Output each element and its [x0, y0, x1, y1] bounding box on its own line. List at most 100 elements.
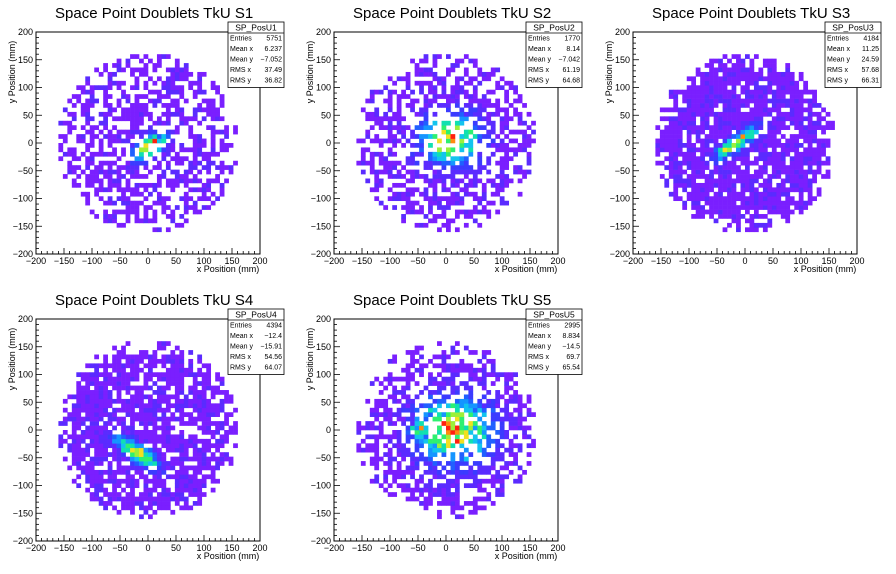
x-tick-label: −150 [352, 543, 372, 553]
histogram-bin [130, 447, 135, 453]
histogram-bin [789, 178, 795, 184]
histogram-bin [392, 443, 398, 449]
histogram-bin [513, 381, 518, 386]
histogram-bin [107, 421, 113, 426]
histogram-bin [771, 151, 777, 157]
histogram-bin [116, 196, 122, 202]
histogram-bin [387, 438, 393, 444]
histogram-bin [152, 218, 158, 224]
histogram-bin [80, 421, 86, 426]
histogram-bin [441, 80, 447, 86]
histogram-bin [753, 187, 759, 193]
histogram-bin [112, 178, 117, 184]
histogram-bin [481, 447, 487, 453]
histogram-bin [722, 196, 728, 202]
histogram-bin [486, 496, 492, 502]
histogram-bin [374, 447, 380, 453]
histogram-bin [103, 376, 108, 382]
histogram-bin [771, 134, 777, 139]
histogram-bin [89, 421, 95, 426]
histogram-bin [446, 469, 451, 475]
x-tick-label: 100 [494, 256, 509, 266]
histogram-bin [468, 474, 474, 480]
histogram-bin [405, 452, 411, 457]
histogram-bin [387, 412, 393, 417]
histogram-bin [481, 469, 487, 475]
histogram-bin [76, 474, 82, 480]
histogram-bin [731, 103, 737, 108]
histogram-bin [179, 465, 185, 471]
histogram-bin [700, 129, 705, 135]
histogram-bin [183, 438, 189, 444]
histogram-bins [58, 341, 238, 520]
histogram-bin [776, 116, 782, 122]
histogram-bin [148, 76, 153, 82]
histogram-bin [758, 138, 764, 144]
histogram-bin [392, 469, 398, 475]
histogram-bin [695, 98, 701, 104]
histogram-bin [152, 421, 158, 426]
histogram-bin [103, 452, 108, 457]
histogram-bin [504, 125, 510, 130]
histogram-bin [798, 182, 804, 188]
histogram-bin [161, 54, 167, 59]
histogram-bin [704, 209, 710, 215]
histogram-bin [85, 478, 91, 484]
histogram-bin [668, 138, 674, 144]
histogram-bin [197, 76, 203, 82]
histogram-bin [112, 505, 117, 511]
histogram-bin [112, 381, 117, 386]
histogram-bin [780, 156, 786, 162]
histogram-bin [736, 156, 741, 162]
x-tick-label: 50 [171, 543, 181, 553]
histogram-bin [472, 403, 478, 409]
histogram-bin [677, 107, 683, 113]
histogram-bin [472, 501, 478, 506]
histogram-bin [89, 103, 95, 108]
histogram-bin [682, 125, 688, 130]
histogram-bin [499, 129, 505, 135]
histogram-bin [713, 98, 719, 104]
histogram-bin [727, 160, 732, 166]
histogram-bin [780, 85, 786, 91]
histogram-bin [664, 147, 670, 153]
histogram-bin [780, 143, 786, 148]
histogram-bin [753, 111, 759, 117]
histogram-bin [727, 169, 732, 175]
histogram-bin [794, 178, 800, 184]
histogram-bin [419, 474, 424, 480]
histogram-bin [378, 425, 384, 431]
histogram-bin [125, 94, 131, 99]
histogram-bin [798, 205, 804, 210]
histogram-bin [401, 452, 406, 457]
histogram-bin [121, 367, 126, 373]
histogram-bin [446, 363, 451, 369]
histogram-bin [753, 160, 759, 166]
histogram-bin [794, 134, 800, 139]
histogram-bin [463, 501, 469, 506]
histogram-bin [165, 165, 171, 170]
x-axis-label: x Position (mm) [794, 264, 857, 274]
histogram-bin [165, 416, 171, 422]
histogram-bin [148, 452, 153, 457]
histogram-bin [130, 465, 135, 471]
histogram-bin [691, 160, 697, 166]
histogram-bin [121, 354, 126, 360]
histogram-bin [410, 358, 415, 364]
histogram-bin [143, 421, 149, 426]
histogram-bin [401, 376, 406, 382]
histogram-bin [454, 341, 460, 346]
histogram-bin [85, 398, 91, 404]
histogram-bin [148, 469, 153, 475]
histogram-bin [374, 461, 380, 466]
histogram-bin [477, 111, 483, 117]
histogram-bin [219, 187, 225, 193]
histogram-bin [112, 478, 117, 484]
histogram-bin [446, 227, 451, 233]
histogram-bin [188, 412, 194, 417]
histogram-bin [794, 120, 800, 126]
y-tick-label: 100 [18, 83, 33, 93]
histogram-bin [374, 376, 380, 382]
histogram-bin [722, 129, 728, 135]
histogram-bin [446, 412, 451, 417]
